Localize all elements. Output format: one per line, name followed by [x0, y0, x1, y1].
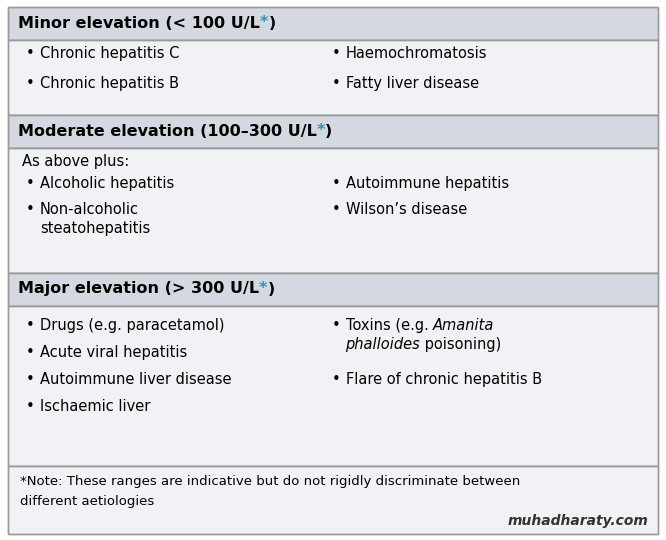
- Text: Toxins (e.g.: Toxins (e.g.: [346, 318, 433, 333]
- Text: phalloides: phalloides: [346, 337, 420, 352]
- Bar: [8, 39, 658, 114]
- Text: Chronic hepatitis B: Chronic hepatitis B: [40, 76, 179, 91]
- Text: •: •: [26, 76, 35, 91]
- Text: Haemochromatosis: Haemochromatosis: [346, 46, 487, 61]
- Text: Amanita: Amanita: [433, 318, 494, 333]
- Text: Autoimmune hepatitis: Autoimmune hepatitis: [346, 176, 509, 191]
- Bar: [8, 6, 658, 39]
- Bar: [8, 114, 658, 147]
- Bar: [8, 39, 658, 114]
- Text: Moderate elevation (100–300 U/L: Moderate elevation (100–300 U/L: [18, 124, 317, 138]
- Text: poisoning): poisoning): [420, 337, 501, 352]
- Text: Fatty liver disease: Fatty liver disease: [346, 76, 479, 91]
- Text: muhadharaty.com: muhadharaty.com: [507, 515, 648, 529]
- Text: Ischaemic liver: Ischaemic liver: [40, 399, 151, 414]
- Text: •: •: [332, 202, 340, 217]
- Text: *: *: [259, 281, 268, 296]
- Bar: [8, 273, 658, 306]
- Bar: [8, 273, 658, 306]
- Text: •: •: [26, 176, 35, 191]
- Text: •: •: [26, 372, 35, 387]
- Text: Flare of chronic hepatitis B: Flare of chronic hepatitis B: [346, 372, 541, 387]
- Text: •: •: [332, 318, 340, 333]
- Text: Acute viral hepatitis: Acute viral hepatitis: [40, 345, 187, 360]
- Text: Autoimmune liver disease: Autoimmune liver disease: [40, 372, 232, 387]
- Text: Drugs (e.g. paracetamol): Drugs (e.g. paracetamol): [40, 318, 224, 333]
- Text: *Note: These ranges are indicative but do not rigidly discriminate between: *Note: These ranges are indicative but d…: [20, 475, 520, 488]
- Bar: [8, 114, 658, 147]
- Text: •: •: [332, 176, 340, 191]
- Text: *: *: [260, 16, 268, 30]
- Bar: [8, 465, 658, 534]
- Bar: [8, 147, 658, 273]
- Text: •: •: [332, 46, 340, 61]
- Text: •: •: [26, 46, 35, 61]
- Text: different aetiologies: different aetiologies: [20, 495, 155, 508]
- Text: •: •: [26, 318, 35, 333]
- Text: Non-alcoholic: Non-alcoholic: [40, 202, 139, 217]
- Text: *: *: [317, 124, 325, 138]
- Text: Wilson’s disease: Wilson’s disease: [346, 202, 467, 217]
- Text: ): ): [268, 281, 275, 296]
- Text: steatohepatitis: steatohepatitis: [40, 221, 151, 236]
- Text: ): ): [325, 124, 332, 138]
- Text: As above plus:: As above plus:: [22, 154, 129, 169]
- Text: •: •: [26, 202, 35, 217]
- Text: Minor elevation (< 100 U/L: Minor elevation (< 100 U/L: [18, 16, 260, 30]
- Text: Alcoholic hepatitis: Alcoholic hepatitis: [40, 176, 174, 191]
- Text: Chronic hepatitis C: Chronic hepatitis C: [40, 46, 179, 61]
- Text: •: •: [26, 399, 35, 414]
- Bar: [8, 306, 658, 465]
- Bar: [8, 306, 658, 465]
- Text: •: •: [332, 372, 340, 387]
- Bar: [8, 465, 658, 534]
- Text: •: •: [26, 345, 35, 360]
- Bar: [8, 147, 658, 273]
- Text: ): ): [268, 16, 276, 30]
- Bar: [8, 6, 658, 39]
- Text: •: •: [332, 76, 340, 91]
- Text: Major elevation (> 300 U/L: Major elevation (> 300 U/L: [18, 281, 259, 296]
